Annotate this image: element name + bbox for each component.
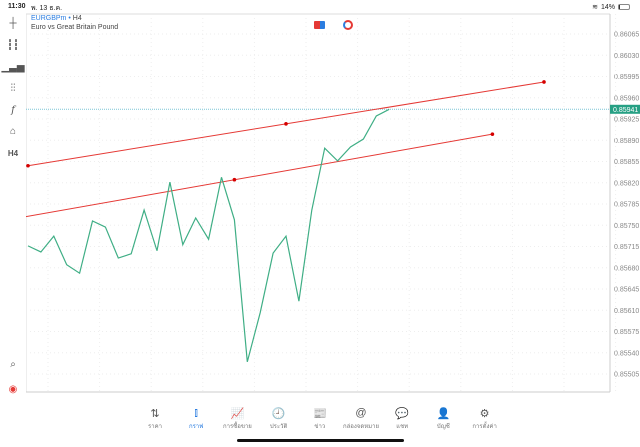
nav-tab-8[interactable]: ⚙ การตั้งค่า <box>460 405 510 431</box>
app-logo-icon[interactable]: ◉ <box>8 383 18 395</box>
trendline-anchor <box>490 132 495 136</box>
y-tick-label: 0.85925 <box>614 117 639 124</box>
symbol-name[interactable]: EURGBPm <box>31 15 67 22</box>
nav-tab-5[interactable]: @ กล่องจดหมาย <box>336 405 386 431</box>
y-tick-label: 0.85785 <box>614 202 639 209</box>
y-tick-label: 0.85855 <box>614 159 639 166</box>
y-tick-label: 0.85960 <box>614 95 639 102</box>
chart-background <box>26 12 640 397</box>
bottom-nav: ⇅ ราคา ⫾ กราฟ 📈 การซื้อขาย 🕘 ประวัติ 📰 ข่าว @ กล่อง… <box>0 405 640 435</box>
trade-icon: 📈 <box>230 407 245 420</box>
separator: • <box>68 15 71 22</box>
battery-percent: 14% <box>600 3 615 11</box>
nav-label: การตั้งค่า <box>472 424 497 430</box>
nav-tab-2[interactable]: 📈 การซื้อขาย <box>212 405 262 431</box>
chat-icon: 💬 <box>395 407 410 420</box>
current-price-tag <box>610 104 640 114</box>
y-tick-label: 0.86030 <box>614 53 639 60</box>
shapes-icon[interactable]: ⌂ <box>9 125 17 137</box>
nav-label: กราฟ <box>188 424 204 430</box>
status-bar: 11:30 พ. 13 ธ.ค. ≋ 14% <box>0 0 640 12</box>
nav-label: กล่องจดหมาย <box>342 424 380 430</box>
nav-label: ราคา <box>148 424 162 430</box>
nav-label: บัญชี <box>436 424 450 430</box>
home-indicator <box>237 439 404 442</box>
y-tick-label: 0.85610 <box>614 308 639 315</box>
y-tick-label: 0.85680 <box>614 265 639 272</box>
y-tick-label: 0.85750 <box>614 223 639 230</box>
wifi-icon: ≋ <box>592 4 598 11</box>
candlestick-icon[interactable]: ┇┇ <box>6 39 20 51</box>
trendline <box>26 133 493 218</box>
history-icon: 🕘 <box>271 407 286 420</box>
symbol-timeframe: H4 <box>72 15 82 22</box>
nav-tab-1[interactable]: ⫾ กราฟ <box>171 405 221 431</box>
symbol-info: EURGBPm • H4 Euro vs Great Britain Pound <box>31 14 118 32</box>
quotes-icon: ⇅ <box>150 407 160 420</box>
y-tick-label: 0.85645 <box>614 287 639 294</box>
trendline-anchor <box>284 122 288 126</box>
trendline-anchor <box>26 163 30 168</box>
account-status-icon[interactable] <box>343 20 353 30</box>
y-tick-label: 0.85995 <box>614 74 639 81</box>
left-toolbar: ┼ ┇┇ ▁▃▅ ⫶⫶ f ⌂ H4 ⌕ ◉ <box>0 12 26 397</box>
status-time: 11:30 <box>8 3 26 10</box>
chart-icon: ⫾ <box>194 406 198 419</box>
y-tick-label: 0.85575 <box>614 329 639 336</box>
indicators-icon[interactable]: ▁▃▅ <box>1 61 25 73</box>
settings-icon: ⚙ <box>479 407 490 420</box>
y-tick-label: 0.85505 <box>614 372 639 379</box>
nav-tab-6[interactable]: 💬 แชท <box>377 405 427 431</box>
trendline-anchor <box>542 80 546 84</box>
symbol-description: Euro vs Great Britain Pound <box>31 24 119 31</box>
nav-label: การซื้อขาย <box>222 424 252 430</box>
mailbox-icon: @ <box>355 407 367 419</box>
objects-icon[interactable]: ⫶⫶ <box>10 82 16 94</box>
battery-icon <box>618 4 630 10</box>
nav-tab-3[interactable]: 🕘 ประวัติ <box>254 405 304 431</box>
function-icon[interactable]: f <box>11 104 15 116</box>
timeframe-button[interactable]: H4 <box>7 148 19 158</box>
news-icon: 📰 <box>312 407 327 420</box>
magnifier-icon[interactable]: ⌕ <box>10 358 16 370</box>
status-date: พ. 13 ธ.ค. <box>31 5 63 12</box>
one-click-trading-icon[interactable] <box>314 21 325 29</box>
nav-label: ข่าว <box>314 424 326 430</box>
y-tick-label: 0.86065 <box>614 32 639 39</box>
y-tick-label: 0.85820 <box>614 180 639 187</box>
nav-label: แชท <box>396 424 409 430</box>
nav-label: ประวัติ <box>269 424 288 430</box>
y-tick-label: 0.85715 <box>614 244 639 251</box>
trendline-anchor <box>232 177 237 182</box>
current-price-label: 0.85941 <box>613 107 638 114</box>
y-tick-label: 0.85890 <box>614 138 639 145</box>
crosshair-icon[interactable]: ┼ <box>9 17 17 29</box>
nav-tab-0[interactable]: ⇅ ราคา <box>130 405 180 431</box>
price-chart[interactable]: 0.86065 0.86030 0.85995 0.85960 0.85925 0.858… <box>26 12 640 397</box>
nav-tab-7[interactable]: 👤 บัญชี <box>418 405 468 431</box>
y-tick-label: 0.85540 <box>614 350 639 357</box>
account-icon: 👤 <box>436 407 451 420</box>
nav-tab-4[interactable]: 📰 ข่าว <box>295 405 345 431</box>
